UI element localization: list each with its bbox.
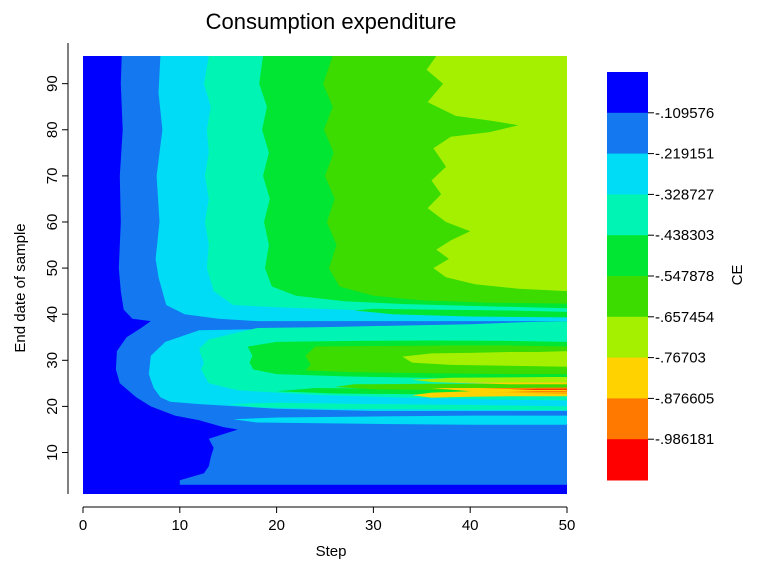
y-tick-label: 10 (44, 444, 61, 461)
chart-title: Consumption expenditure (206, 9, 457, 34)
y-axis-label: End date of sample (12, 223, 29, 352)
x-tick-label: 50 (559, 517, 576, 534)
colorbar-swatch (607, 72, 648, 114)
colorbar-swatch (607, 316, 648, 359)
x-tick-label: 0 (79, 517, 87, 534)
y-tick-label: 40 (44, 306, 61, 323)
contour-band-8 (479, 387, 567, 394)
x-tick-label: 40 (462, 517, 479, 534)
colorbar-swatch (607, 235, 648, 277)
colorbar-swatch (607, 153, 648, 195)
contour-band-bottom-strip (83, 484, 567, 494)
colorbar-tick-label: -.76703 (655, 350, 706, 367)
colorbar-swatch (607, 398, 648, 440)
y-tick-label: 30 (44, 352, 61, 369)
colorbar-swatch (607, 276, 648, 318)
y-tick-label: 70 (44, 168, 61, 185)
colorbar-tick-label: -.438303 (655, 227, 714, 244)
y-tick-label: 80 (44, 121, 61, 138)
contour-band-7 (412, 382, 567, 398)
contour-band-9 (508, 388, 567, 392)
colorbar-tick-label: -.657454 (655, 309, 714, 326)
colorbar-tick-label: -.986181 (655, 431, 714, 448)
colorbar-swatch (607, 439, 648, 481)
y-tick-label: 20 (44, 398, 61, 415)
colorbar-tick-label: -.876605 (655, 390, 714, 407)
colorbar-swatch (607, 112, 648, 155)
contour-band-6 (402, 56, 567, 383)
contour-plot (83, 56, 568, 494)
colorbar-tick-label: -.109576 (655, 105, 714, 122)
x-tick-label: 30 (365, 517, 382, 534)
x-tick-label: 20 (268, 517, 285, 534)
colorbar-swatch (607, 357, 648, 399)
axes: 0 10 20 30 40 50 10 20 30 40 50 60 70 80 90 (44, 43, 575, 534)
colorbar-tick-label: -.547878 (655, 268, 714, 285)
x-axis-label: Step (316, 543, 347, 560)
x-tick-label: 10 (171, 517, 188, 534)
colorbar-tick-label: -.219151 (655, 146, 714, 163)
colorbar-label: CE (729, 265, 746, 286)
y-tick-label: 90 (44, 75, 61, 92)
colorbar-tick-label: -.328727 (655, 186, 714, 203)
y-tick-label: 50 (44, 260, 61, 277)
colorbar-swatch (607, 194, 648, 236)
colorbar: -.109576 -.219151 -.328727 -.438303 -.547878… (607, 72, 714, 481)
y-tick-label: 60 (44, 214, 61, 231)
